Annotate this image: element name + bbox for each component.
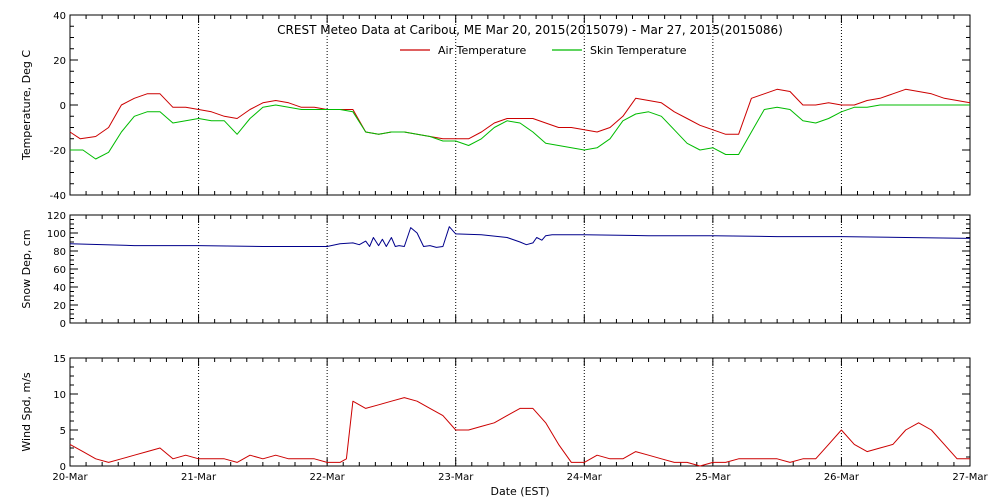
chart-title: CREST Meteo Data at Caribou, ME Mar 20, … <box>277 23 783 37</box>
x-tick-label: 24-Mar <box>567 472 603 483</box>
y-tick-label: 0 <box>60 462 66 473</box>
legend-label-air: Air Temperature <box>438 44 527 57</box>
y-tick-label: 100 <box>47 229 66 240</box>
y-tick-label: 5 <box>60 426 66 437</box>
y-tick-label: -40 <box>50 191 66 202</box>
series-line <box>69 397 970 467</box>
y-tick-label: 60 <box>53 265 66 276</box>
y-tick-label: 40 <box>53 11 66 22</box>
plot-frame <box>69 357 971 467</box>
y-tick-label: 10 <box>53 390 66 401</box>
y-tick-label: 0 <box>60 319 66 330</box>
legend-label-skin: Skin Temperature <box>590 44 687 57</box>
y-tick-label: 15 <box>53 354 66 365</box>
series-line <box>70 104 970 160</box>
temperature-panel: -40 -20 0 20 40 Temperature, Deg C <box>20 11 971 202</box>
series-line <box>69 88 971 140</box>
x-tick-label: 21-Mar <box>181 472 217 483</box>
y-axis-title: Snow Dep, cm <box>20 229 33 308</box>
wind-speed-panel: 0 5 10 15 Wind Spd, m/s 20-Mar 21-Mar 22-Mar 23-… <box>20 354 988 483</box>
x-axis-title: Date (EST) <box>490 485 549 498</box>
plot-frame <box>69 214 971 324</box>
y-tick-label: 80 <box>53 247 66 258</box>
x-tick-label: 20-Mar <box>52 472 88 483</box>
x-tick-label: 25-Mar <box>695 472 731 483</box>
y-tick-label: 120 <box>47 211 66 222</box>
y-tick-label: -20 <box>50 146 66 157</box>
legend: Air Temperature Skin Temperature <box>400 44 687 57</box>
x-tick-label: 22-Mar <box>310 472 346 483</box>
x-tick-label: 26-Mar <box>824 472 860 483</box>
y-tick-label: 40 <box>53 283 66 294</box>
y-tick-label: 20 <box>53 301 66 312</box>
snow-depth-panel: 0 20 40 60 80 100 120 Snow Dep, cm <box>20 211 971 330</box>
y-axis-title: Wind Spd, m/s <box>20 372 33 452</box>
y-axis-title: Temperature, Deg C <box>20 50 33 161</box>
plot-frame <box>69 14 971 196</box>
y-tick-label: 20 <box>53 56 66 67</box>
x-tick-label: 23-Mar <box>438 472 474 483</box>
y-tick-label: 0 <box>60 101 66 112</box>
series-line <box>69 226 971 248</box>
x-tick-label: 27-Mar <box>952 472 988 483</box>
